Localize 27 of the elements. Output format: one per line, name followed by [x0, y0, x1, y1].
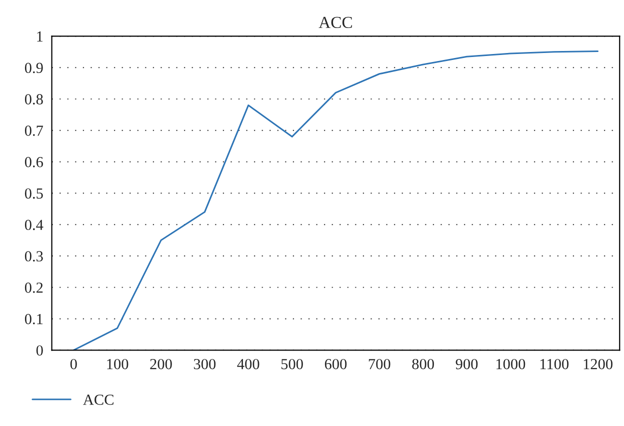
y-tick-label: 0.7	[24, 126, 44, 136]
y-tick-label: 0.8	[24, 94, 43, 105]
y-tick-label: 0.4	[24, 220, 44, 230]
x-tick-label: 1200	[584, 358, 612, 370]
chart-title: ACC	[318, 16, 352, 28]
line-series	[72, 50, 599, 350]
x-tick-label: 0	[70, 358, 77, 370]
x-tick-label: 800	[412, 358, 434, 370]
x-tick-label: 1000	[496, 358, 526, 370]
legend-label: ACC	[83, 394, 114, 405]
y-tick-label: 0.3	[24, 251, 43, 262]
x-tick-label: 200	[150, 358, 172, 370]
y-tick-label: 0.9	[24, 62, 43, 74]
x-tick-label: 600	[324, 358, 347, 370]
x-tick-label: 400	[237, 358, 260, 370]
y-tick-label: 0.1	[24, 314, 43, 324]
x-tick-label: 500	[281, 358, 303, 370]
x-tick-label: 300	[194, 358, 216, 370]
x-tick-label: 1100	[540, 358, 569, 370]
y-tick-label: 0.2	[24, 282, 43, 293]
x-tick-label: 100	[107, 358, 128, 370]
x-tick-label: 900	[456, 358, 478, 370]
y-tick-label: 1	[37, 31, 43, 42]
y-tick-label: 0	[36, 345, 43, 356]
y-tick-label: 0.6	[24, 156, 44, 168]
y-tick-label: 0.5	[24, 188, 43, 199]
x-tick-label: 700	[368, 358, 390, 370]
